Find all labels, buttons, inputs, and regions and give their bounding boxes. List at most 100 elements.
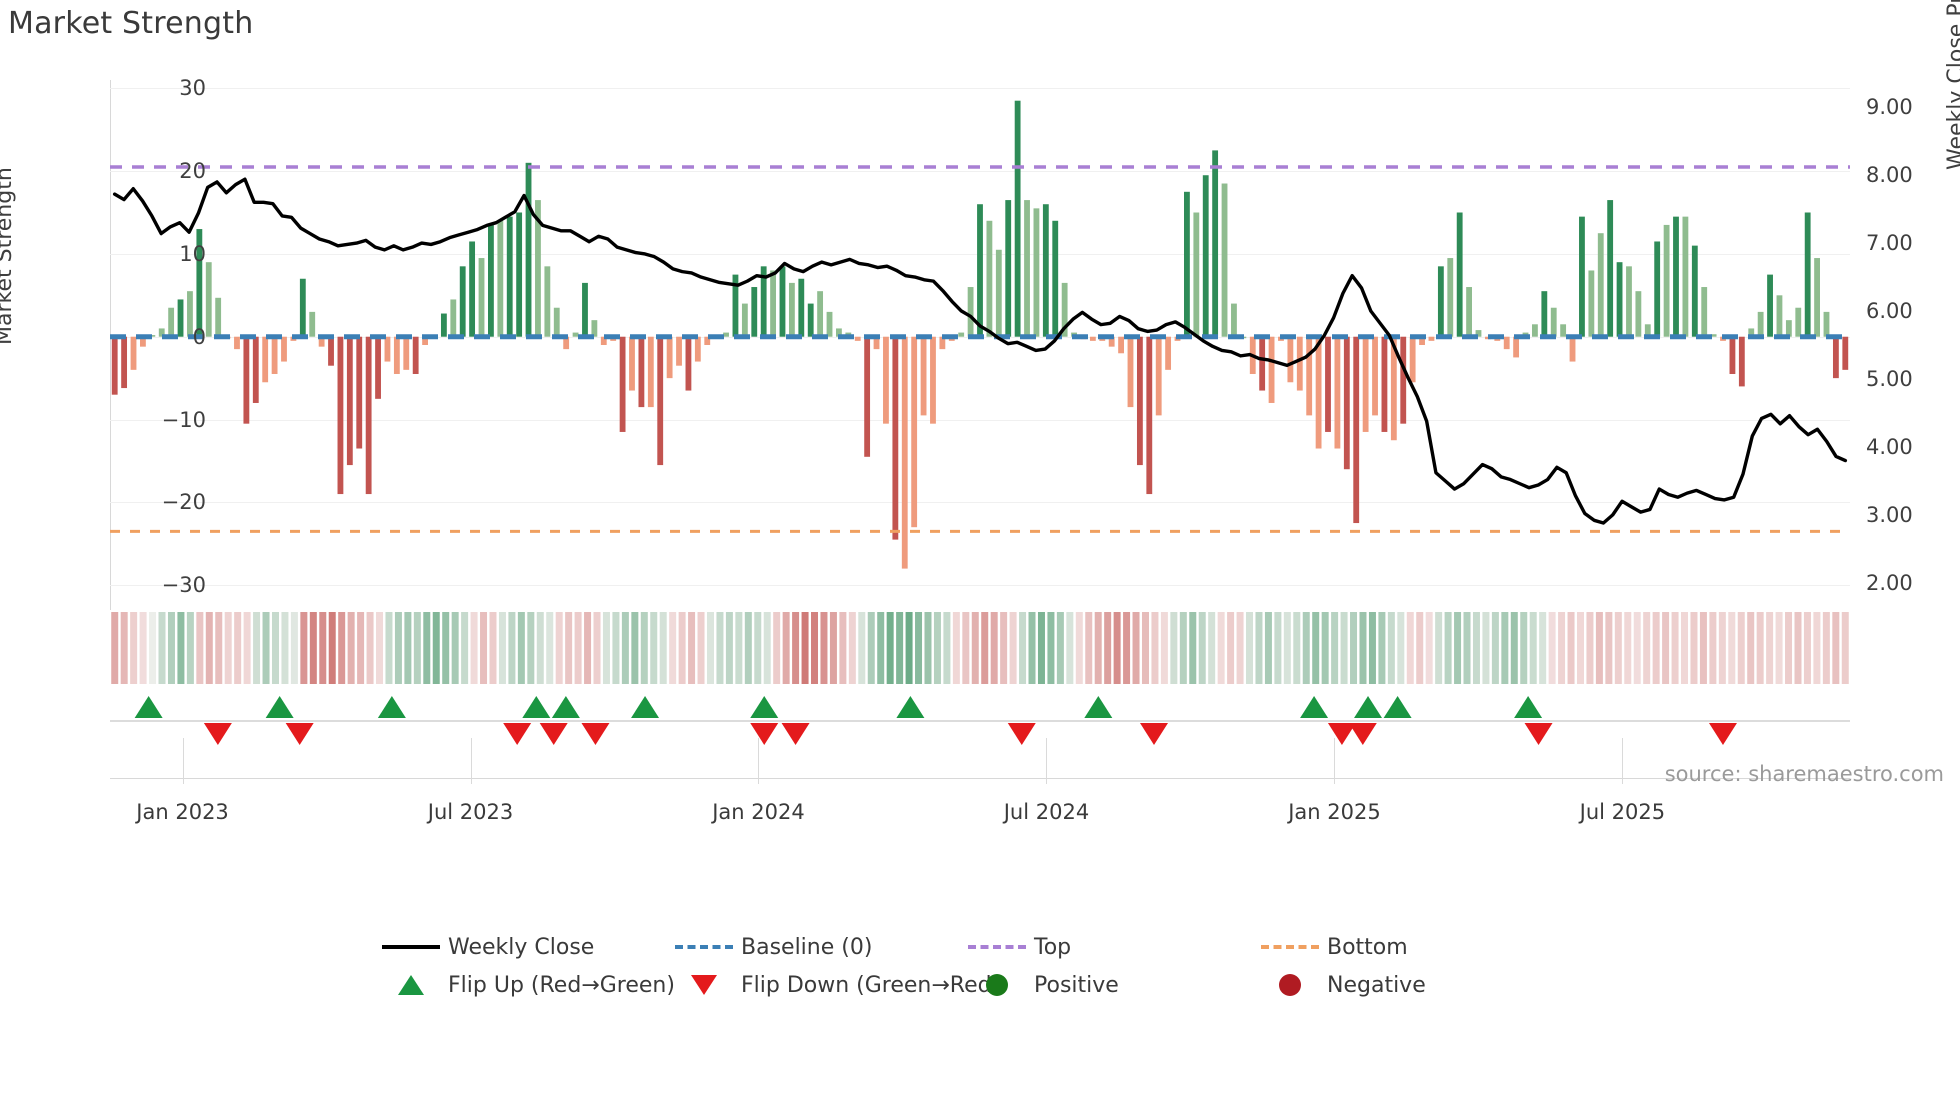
strength-bar (497, 220, 504, 337)
flip-down-marker (781, 723, 810, 745)
triangle-up-icon (380, 975, 442, 995)
legend-item-top[interactable]: Top (966, 928, 1071, 966)
legend-label: Flip Up (Red→Green) (448, 972, 675, 998)
strength-bar (450, 299, 457, 337)
legend-item-flip-down[interactable]: Flip Down (Green→Red) (673, 966, 1000, 1004)
heatmap-band (754, 612, 762, 684)
heatmap-band (744, 612, 752, 684)
y-tick-label-right: 9.00 (1866, 95, 1913, 120)
strength-bar (1738, 336, 1745, 387)
flip-up-marker (1383, 696, 1412, 718)
heatmap-band (1312, 612, 1320, 684)
strength-bar (958, 332, 965, 337)
heatmap-band (1425, 612, 1433, 684)
heatmap-band (347, 612, 355, 684)
heatmap-band (338, 612, 346, 684)
y-tick-label-left: −30 (161, 573, 206, 598)
strength-bar (1823, 311, 1830, 337)
heatmap-band (584, 612, 592, 684)
heatmap-band (678, 612, 686, 684)
strength-bar (1428, 336, 1435, 341)
heatmap-band (1737, 612, 1745, 684)
strength-bar (1005, 200, 1012, 337)
strength-bar (582, 282, 588, 337)
strength-bar (365, 336, 372, 495)
chart-legend: Weekly Close Baseline (0) Top Bottom Fli… (380, 928, 1510, 1004)
heatmap-band (1217, 612, 1225, 684)
strength-bar (1325, 336, 1331, 432)
heatmap-band (281, 612, 289, 684)
flip-down-marker (1327, 723, 1356, 745)
strength-bar (111, 336, 118, 395)
strength-bar (1390, 336, 1397, 441)
strength-bar (770, 270, 776, 337)
strength-bar (459, 266, 466, 337)
heatmap-band (763, 612, 771, 684)
strength-bar (694, 336, 701, 362)
heatmap-band (1595, 612, 1603, 684)
heatmap-band (1728, 612, 1736, 684)
heatmap-band (1662, 612, 1670, 684)
heatmap-band (1548, 612, 1556, 684)
y-tick-label-left: 30 (179, 76, 206, 101)
heatmap-band (451, 612, 459, 684)
strength-bar (779, 266, 786, 337)
heatmap-band (1567, 612, 1575, 684)
strength-bar (1447, 258, 1454, 337)
heatmap-band (669, 612, 677, 684)
heatmap-band (1472, 612, 1480, 684)
y-tick-label-left: 10 (179, 241, 206, 266)
flip-up-marker (750, 696, 779, 718)
flip-up-marker (631, 696, 660, 718)
strength-bar (1484, 336, 1491, 340)
heatmap-band (990, 612, 998, 684)
heatmap-band (640, 612, 648, 684)
strength-bar (1146, 336, 1153, 495)
legend-item-bottom[interactable]: Bottom (1259, 928, 1408, 966)
legend-item-positive[interactable]: Positive (966, 966, 1119, 1004)
heatmap-band (1652, 612, 1660, 684)
heatmap-band (413, 612, 421, 684)
strength-bar (1118, 336, 1124, 354)
legend-item-negative[interactable]: Negative (1259, 966, 1426, 1004)
strength-bar (1033, 208, 1040, 337)
heatmap-band (1643, 612, 1651, 684)
strength-heatmap-strip (110, 612, 1850, 684)
weekly-close-line (112, 177, 1848, 525)
dotted-line-icon (1259, 945, 1321, 949)
legend-label: Weekly Close (448, 934, 595, 960)
strength-bar (1202, 175, 1209, 337)
strength-bar (337, 336, 344, 495)
gridline (110, 502, 1850, 504)
strength-bar (1108, 336, 1115, 347)
heatmap-band (394, 612, 402, 684)
legend-item-flip-up[interactable]: Flip Up (Red→Green) (380, 966, 675, 1004)
heatmap-band (224, 612, 232, 684)
legend-item-weekly-close[interactable]: Weekly Close (380, 928, 594, 966)
strength-bar (1503, 336, 1510, 350)
strength-bar (1362, 336, 1369, 432)
heatmap-band (319, 612, 327, 684)
heatmap-band (1302, 612, 1310, 684)
strength-bar (478, 258, 485, 337)
heatmap-band (801, 612, 809, 684)
strength-bar (488, 224, 494, 337)
heatmap-band (1019, 612, 1027, 684)
strength-bar (629, 336, 635, 391)
strength-bar (1372, 336, 1378, 416)
strength-bar (553, 307, 560, 337)
strength-bar (422, 336, 428, 345)
heatmap-band (612, 612, 620, 684)
legend-label: Flip Down (Green→Red) (741, 972, 1001, 998)
legend-item-baseline[interactable]: Baseline (0) (673, 928, 872, 966)
strength-bar (1607, 200, 1614, 337)
heatmap-band (1075, 612, 1083, 684)
strength-bar (1832, 336, 1839, 379)
x-tick-mark (1622, 738, 1624, 784)
x-tick-mark (182, 738, 184, 784)
y-tick-label-left: 20 (179, 159, 206, 184)
heatmap-band (1454, 612, 1462, 684)
y-tick-label-right: 4.00 (1866, 434, 1913, 459)
heatmap-band (1709, 612, 1717, 684)
heatmap-band (820, 612, 828, 684)
